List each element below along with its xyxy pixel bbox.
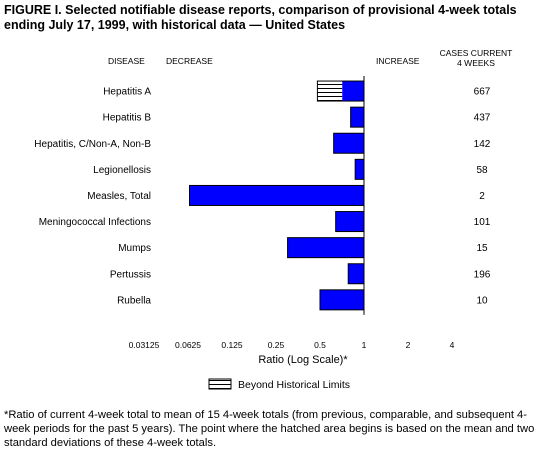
bar xyxy=(347,263,365,285)
x-tick-label: 0.03125 xyxy=(129,340,160,350)
cases-value: 10 xyxy=(476,295,488,306)
bar xyxy=(350,106,365,128)
header-cases-line-1: CASES CURRENT xyxy=(440,48,513,58)
x-tick-label: 2 xyxy=(406,340,411,350)
header-disease: DISEASE xyxy=(108,56,145,66)
category-label: Legionellosis xyxy=(93,165,151,176)
bar xyxy=(189,184,365,206)
header-increase: INCREASE xyxy=(376,56,420,66)
cases-value: 667 xyxy=(474,87,491,98)
category-label: Hepatitis, C/Non-A, Non-B xyxy=(34,139,151,150)
x-tick-label: 0.5 xyxy=(314,340,326,350)
bar xyxy=(287,237,365,259)
cases-value: 2 xyxy=(479,191,485,202)
cases-value: 101 xyxy=(474,217,491,228)
legend-hatch-swatch xyxy=(208,378,232,390)
footnote: *Ratio of current 4-week total to mean o… xyxy=(4,409,535,449)
bar-solid-segment xyxy=(342,81,364,102)
figure-title: FIGURE I. Selected notifiable disease re… xyxy=(4,3,549,33)
bar xyxy=(319,289,365,311)
bar xyxy=(335,211,365,233)
category-label: Hepatitis A xyxy=(103,87,151,98)
figure-title-line-1: FIGURE I. Selected notifiable disease re… xyxy=(4,3,517,17)
x-tick-label: 0.0625 xyxy=(175,340,201,350)
category-label: Meningococcal Infections xyxy=(39,217,151,228)
x-tick-label: 0.125 xyxy=(221,340,243,350)
category-label: Pertussis xyxy=(110,269,151,280)
x-tick-label: 4 xyxy=(450,340,455,350)
bar xyxy=(354,158,365,180)
figure-title-line-2: ending July 17, 1999, with historical da… xyxy=(4,18,346,32)
x-tick-label: 1 xyxy=(362,340,367,350)
category-label: Mumps xyxy=(118,243,151,254)
cases-value: 437 xyxy=(474,113,491,124)
bar xyxy=(333,132,365,154)
header-cases-line-2: 4 WEEKS xyxy=(457,58,495,68)
cases-value: 15 xyxy=(476,243,488,254)
category-label: Measles, Total xyxy=(87,191,151,202)
legend-label: Beyond Historical Limits xyxy=(238,379,350,391)
category-label: Hepatitis B xyxy=(103,113,152,124)
x-tick-label: 0.25 xyxy=(268,340,285,350)
x-axis-label: Ratio (Log Scale)* xyxy=(258,354,348,366)
category-label: Rubella xyxy=(117,295,151,306)
header-decrease: DECREASE xyxy=(166,56,213,66)
chart-body: 0.03125 0.0625 0.125 0.25 0.5 1 2 4 Hepatitis A 6… xyxy=(34,76,491,350)
cases-value: 58 xyxy=(476,165,488,176)
chart: DISEASE DECREASE INCREASE CASES CURRENT … xyxy=(34,48,513,391)
cases-value: 142 xyxy=(474,139,491,150)
cases-value: 196 xyxy=(474,269,491,280)
bar-hatch-segment xyxy=(317,81,343,102)
